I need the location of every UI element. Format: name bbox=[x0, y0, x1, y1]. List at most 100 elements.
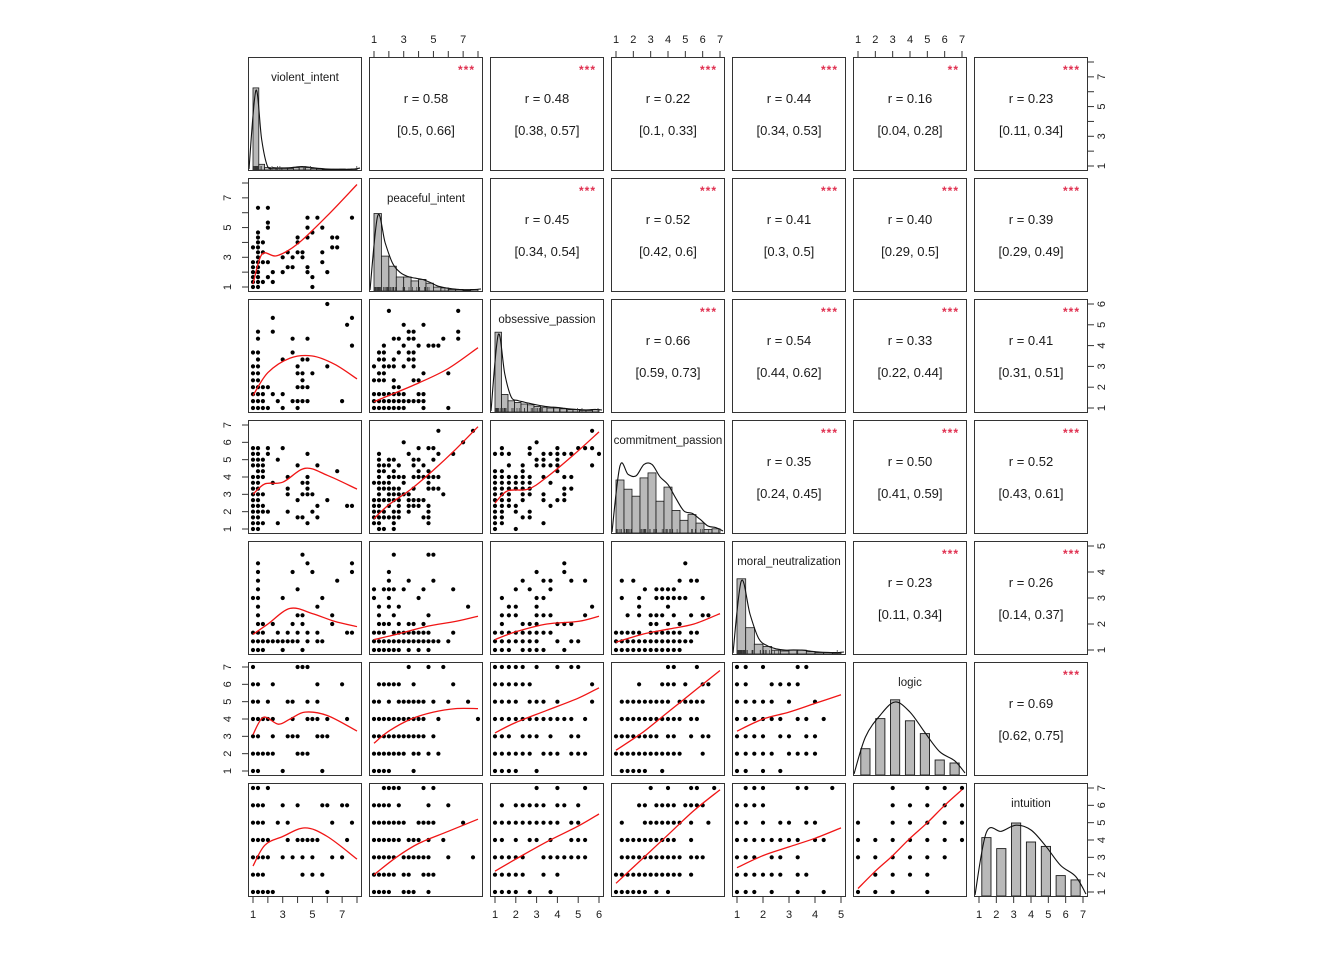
panel-r0c4-correlation: *** r = 0.44 [0.34, 0.53] bbox=[732, 57, 846, 171]
correlation-value: r = 0.33 bbox=[888, 333, 932, 348]
axis-bottom-violent_intent: 1 3 5 7 bbox=[248, 897, 362, 927]
correlation-panel: *** r = 0.41 [0.31, 0.51] bbox=[974, 299, 1088, 413]
bottom-axis: 1 3 5 7 bbox=[250, 897, 358, 921]
confidence-interval: [0.41, 0.59] bbox=[877, 486, 942, 501]
diagonal-histogram bbox=[975, 822, 1087, 896]
histogram-panel: logic bbox=[853, 662, 967, 776]
correlation-panel: *** r = 0.48 [0.38, 0.57] bbox=[490, 57, 604, 171]
scatter-points bbox=[734, 664, 826, 774]
panel-r4c3-scatter bbox=[611, 541, 725, 655]
tick-label: 4 bbox=[665, 34, 671, 46]
loess-smooth-line bbox=[252, 827, 358, 867]
loess-smooth-line bbox=[373, 426, 479, 520]
loess-smooth-line bbox=[736, 694, 842, 732]
panel-r4c2-scatter bbox=[490, 541, 604, 655]
loess-smooth-line bbox=[494, 687, 600, 734]
panel-r3c2-scatter bbox=[490, 420, 604, 534]
tick-label: 6 bbox=[222, 439, 234, 445]
confidence-interval: [0.22, 0.44] bbox=[877, 365, 942, 380]
loess-smooth-line bbox=[252, 711, 358, 735]
scatter-points bbox=[371, 785, 476, 895]
tick-label: 3 bbox=[890, 34, 896, 46]
density-curve bbox=[612, 462, 724, 533]
variable-name-label: violent_intent bbox=[271, 72, 340, 84]
tick-label: 5 bbox=[838, 909, 844, 921]
significance-stars: *** bbox=[1063, 547, 1080, 561]
panel-r2c1-scatter bbox=[369, 299, 483, 413]
significance-stars: *** bbox=[1063, 63, 1080, 77]
histogram-panel: violent_intent bbox=[248, 57, 362, 171]
panel-r6c2-scatter bbox=[490, 783, 604, 897]
panel-r6c5-scatter bbox=[853, 783, 967, 897]
correlation-panel: *** r = 0.45 [0.34, 0.54] bbox=[490, 178, 604, 292]
correlation-value: r = 0.66 bbox=[646, 333, 690, 348]
density-curve bbox=[854, 701, 966, 775]
panel-r3c1-scatter bbox=[369, 420, 483, 534]
confidence-interval: [0.1, 0.33] bbox=[639, 123, 697, 138]
loess-smooth-line bbox=[736, 827, 842, 869]
scatter-points bbox=[492, 664, 595, 774]
loess-smooth-line bbox=[373, 707, 479, 744]
variable-name-label: intuition bbox=[1011, 798, 1051, 810]
left-axis: 1 3 5 7 bbox=[222, 182, 248, 290]
scatter-panel bbox=[248, 541, 362, 655]
tick-label: 6 bbox=[596, 909, 602, 921]
scatter-panel bbox=[490, 783, 604, 897]
tick-label: 1 bbox=[976, 909, 982, 921]
histogram-panel: peaceful_intent bbox=[369, 178, 483, 292]
axis-right-intuition: 1 2 3 4 5 6 7 bbox=[1088, 783, 1118, 897]
scatter-panel bbox=[490, 541, 604, 655]
significance-stars: *** bbox=[1063, 305, 1080, 319]
tick-label: 3 bbox=[1096, 363, 1108, 369]
tick-label: 2 bbox=[993, 909, 999, 921]
significance-stars: *** bbox=[579, 63, 596, 77]
tick-label: 3 bbox=[534, 909, 540, 921]
correlation-panel: *** r = 0.33 [0.22, 0.44] bbox=[853, 299, 967, 413]
correlation-panel: *** r = 0.44 [0.34, 0.53] bbox=[732, 57, 846, 171]
panel-r0c1-correlation: *** r = 0.58 [0.5, 0.66] bbox=[369, 57, 483, 171]
panel-r1c2-correlation: *** r = 0.45 [0.34, 0.54] bbox=[490, 178, 604, 292]
diagonal-histogram bbox=[854, 699, 966, 775]
tick-label: 4 bbox=[1028, 909, 1034, 921]
scatter-points bbox=[250, 301, 355, 411]
diagonal-histogram bbox=[491, 331, 603, 412]
significance-stars: *** bbox=[1063, 184, 1080, 198]
variable-name-label: logic bbox=[898, 677, 922, 689]
correlation-panel: *** r = 0.54 [0.44, 0.62] bbox=[732, 299, 846, 413]
tick-label: 4 bbox=[554, 909, 560, 921]
scatter-panel bbox=[369, 662, 483, 776]
axis-right-moral_neutralization: 1 2 3 4 5 bbox=[1088, 541, 1118, 655]
loess-smooth-line bbox=[252, 184, 358, 285]
tick-label: 7 bbox=[1080, 909, 1086, 921]
significance-stars: *** bbox=[942, 184, 959, 198]
correlation-value: r = 0.23 bbox=[888, 575, 932, 590]
tick-label: 5 bbox=[222, 457, 234, 463]
confidence-interval: [0.14, 0.37] bbox=[998, 607, 1063, 622]
loess-smooth-line bbox=[615, 612, 721, 643]
significance-stars: *** bbox=[579, 184, 596, 198]
tick-label: 6 bbox=[942, 34, 948, 46]
right-axis: 1 3 5 7 bbox=[1088, 61, 1108, 169]
scatter-panel bbox=[611, 541, 725, 655]
tick-label: 5 bbox=[1096, 322, 1108, 328]
axis-bottom-obsessive_passion: 1 2 3 4 5 6 bbox=[490, 897, 604, 927]
tick-label: 1 bbox=[1096, 647, 1108, 653]
confidence-interval: [0.24, 0.45] bbox=[756, 486, 821, 501]
correlation-value: r = 0.48 bbox=[525, 91, 569, 106]
loess-smooth-line bbox=[857, 789, 963, 889]
loess-smooth-line bbox=[252, 607, 358, 635]
tick-label: 4 bbox=[1096, 837, 1108, 843]
tick-label: 6 bbox=[1096, 301, 1108, 307]
correlation-panel: *** r = 0.23 [0.11, 0.34] bbox=[974, 57, 1088, 171]
panel-r1c0-scatter bbox=[248, 178, 362, 292]
left-axis: 1 2 3 4 5 6 7 bbox=[222, 664, 248, 774]
panel-r2c0-scatter bbox=[248, 299, 362, 413]
correlation-value: r = 0.41 bbox=[767, 212, 811, 227]
confidence-interval: [0.5, 0.66] bbox=[397, 123, 455, 138]
confidence-interval: [0.29, 0.5] bbox=[881, 244, 939, 259]
tick-label: 3 bbox=[648, 34, 654, 46]
correlation-value: r = 0.41 bbox=[1009, 333, 1053, 348]
panel-r5c0-scatter bbox=[248, 662, 362, 776]
